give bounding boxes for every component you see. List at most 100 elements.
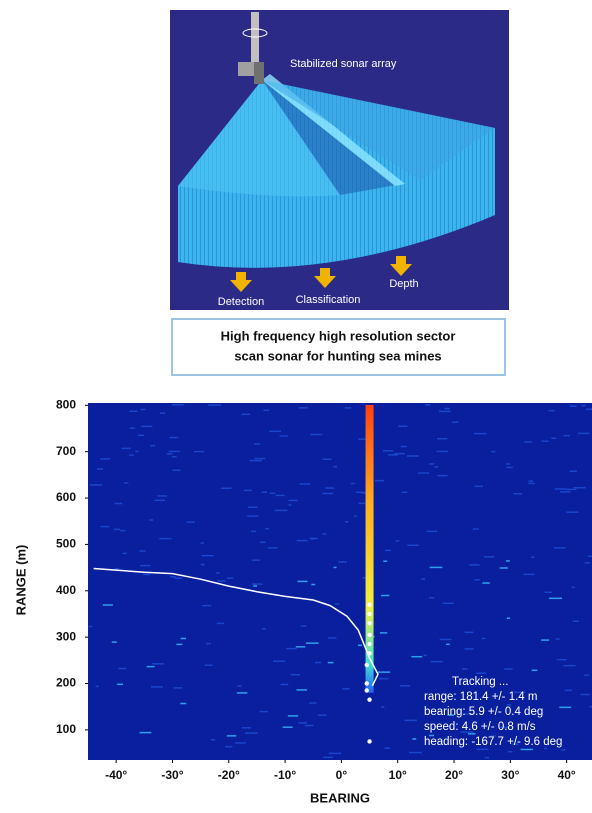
echo <box>467 733 476 735</box>
detection <box>367 602 372 607</box>
x-tick-label: 20° <box>445 768 463 782</box>
detection <box>367 632 372 638</box>
detection <box>364 681 369 686</box>
echo <box>506 704 512 706</box>
echo <box>221 487 232 490</box>
echo <box>383 560 388 562</box>
echo <box>541 440 549 442</box>
echo <box>328 752 342 755</box>
echo <box>589 705 592 708</box>
detection <box>364 662 369 668</box>
detection <box>367 641 372 647</box>
x-tick-label: 0° <box>336 768 348 782</box>
echo <box>394 452 405 455</box>
echo <box>176 643 183 646</box>
echo <box>139 550 146 552</box>
echo <box>491 450 496 453</box>
echo <box>235 742 246 744</box>
echo <box>355 491 364 494</box>
echo <box>251 559 260 561</box>
echo <box>506 466 513 469</box>
echo <box>429 734 434 737</box>
echo <box>421 578 426 580</box>
echo <box>560 491 571 493</box>
y-tick-label: 400 <box>56 583 76 597</box>
echo <box>381 706 385 708</box>
echo <box>152 663 164 665</box>
echo <box>572 620 580 622</box>
echo <box>411 655 423 658</box>
echo <box>95 685 99 688</box>
echo <box>559 706 572 709</box>
echo <box>580 693 590 696</box>
echo <box>243 489 252 492</box>
echo <box>464 631 474 634</box>
echo <box>385 549 391 552</box>
echo <box>379 677 389 680</box>
echo <box>265 527 270 530</box>
echo <box>287 715 299 717</box>
detection <box>364 688 369 693</box>
echo <box>309 702 317 704</box>
echo <box>544 591 552 594</box>
echo <box>311 583 316 586</box>
echo <box>322 533 327 535</box>
echo <box>418 472 429 474</box>
echo <box>251 530 257 533</box>
echo <box>327 661 334 664</box>
echo <box>200 563 205 566</box>
echo <box>159 537 172 540</box>
echo <box>208 404 222 406</box>
echo <box>350 482 355 485</box>
echo <box>322 492 334 495</box>
echo <box>111 641 117 643</box>
echo <box>241 413 251 416</box>
echo <box>408 751 422 754</box>
echo <box>117 683 123 686</box>
echo <box>544 747 548 750</box>
echo <box>172 469 181 471</box>
echo <box>426 530 438 533</box>
caption: High frequency high resolution sector <box>221 328 456 343</box>
echo <box>530 556 535 558</box>
echo <box>499 567 508 569</box>
echo <box>263 409 270 412</box>
x-tick-label: -40° <box>105 768 127 782</box>
echo <box>138 434 145 437</box>
echo <box>498 726 510 729</box>
y-tick-label: 600 <box>56 490 76 504</box>
echo <box>298 407 308 409</box>
echo <box>473 432 487 435</box>
echo <box>338 561 347 563</box>
echo <box>462 668 468 670</box>
echo <box>406 455 419 457</box>
echo <box>150 444 156 447</box>
echo <box>374 479 384 482</box>
echo <box>123 482 129 484</box>
echo <box>140 408 146 411</box>
echo <box>282 726 293 728</box>
echo <box>563 434 570 437</box>
echo <box>280 683 289 686</box>
echo <box>362 577 369 579</box>
echo <box>566 488 577 491</box>
tracking-text: range: 181.4 +/- 1.4 m <box>424 691 537 703</box>
echo <box>474 579 480 581</box>
echo <box>434 466 439 468</box>
y-tick-label: 800 <box>56 397 76 411</box>
sonar-fan <box>178 74 495 268</box>
y-tick-label: 700 <box>56 444 76 458</box>
echo <box>412 738 417 740</box>
echo <box>180 637 187 640</box>
echo <box>274 509 288 512</box>
x-tick-label: -20° <box>218 768 240 782</box>
echo <box>142 573 151 576</box>
echo <box>484 756 490 759</box>
arrows <box>230 256 412 292</box>
echo <box>236 692 248 694</box>
y-tick-label: 500 <box>56 537 76 551</box>
echo <box>571 586 575 589</box>
echo <box>259 541 266 544</box>
echo <box>200 542 204 544</box>
echo <box>490 735 496 737</box>
